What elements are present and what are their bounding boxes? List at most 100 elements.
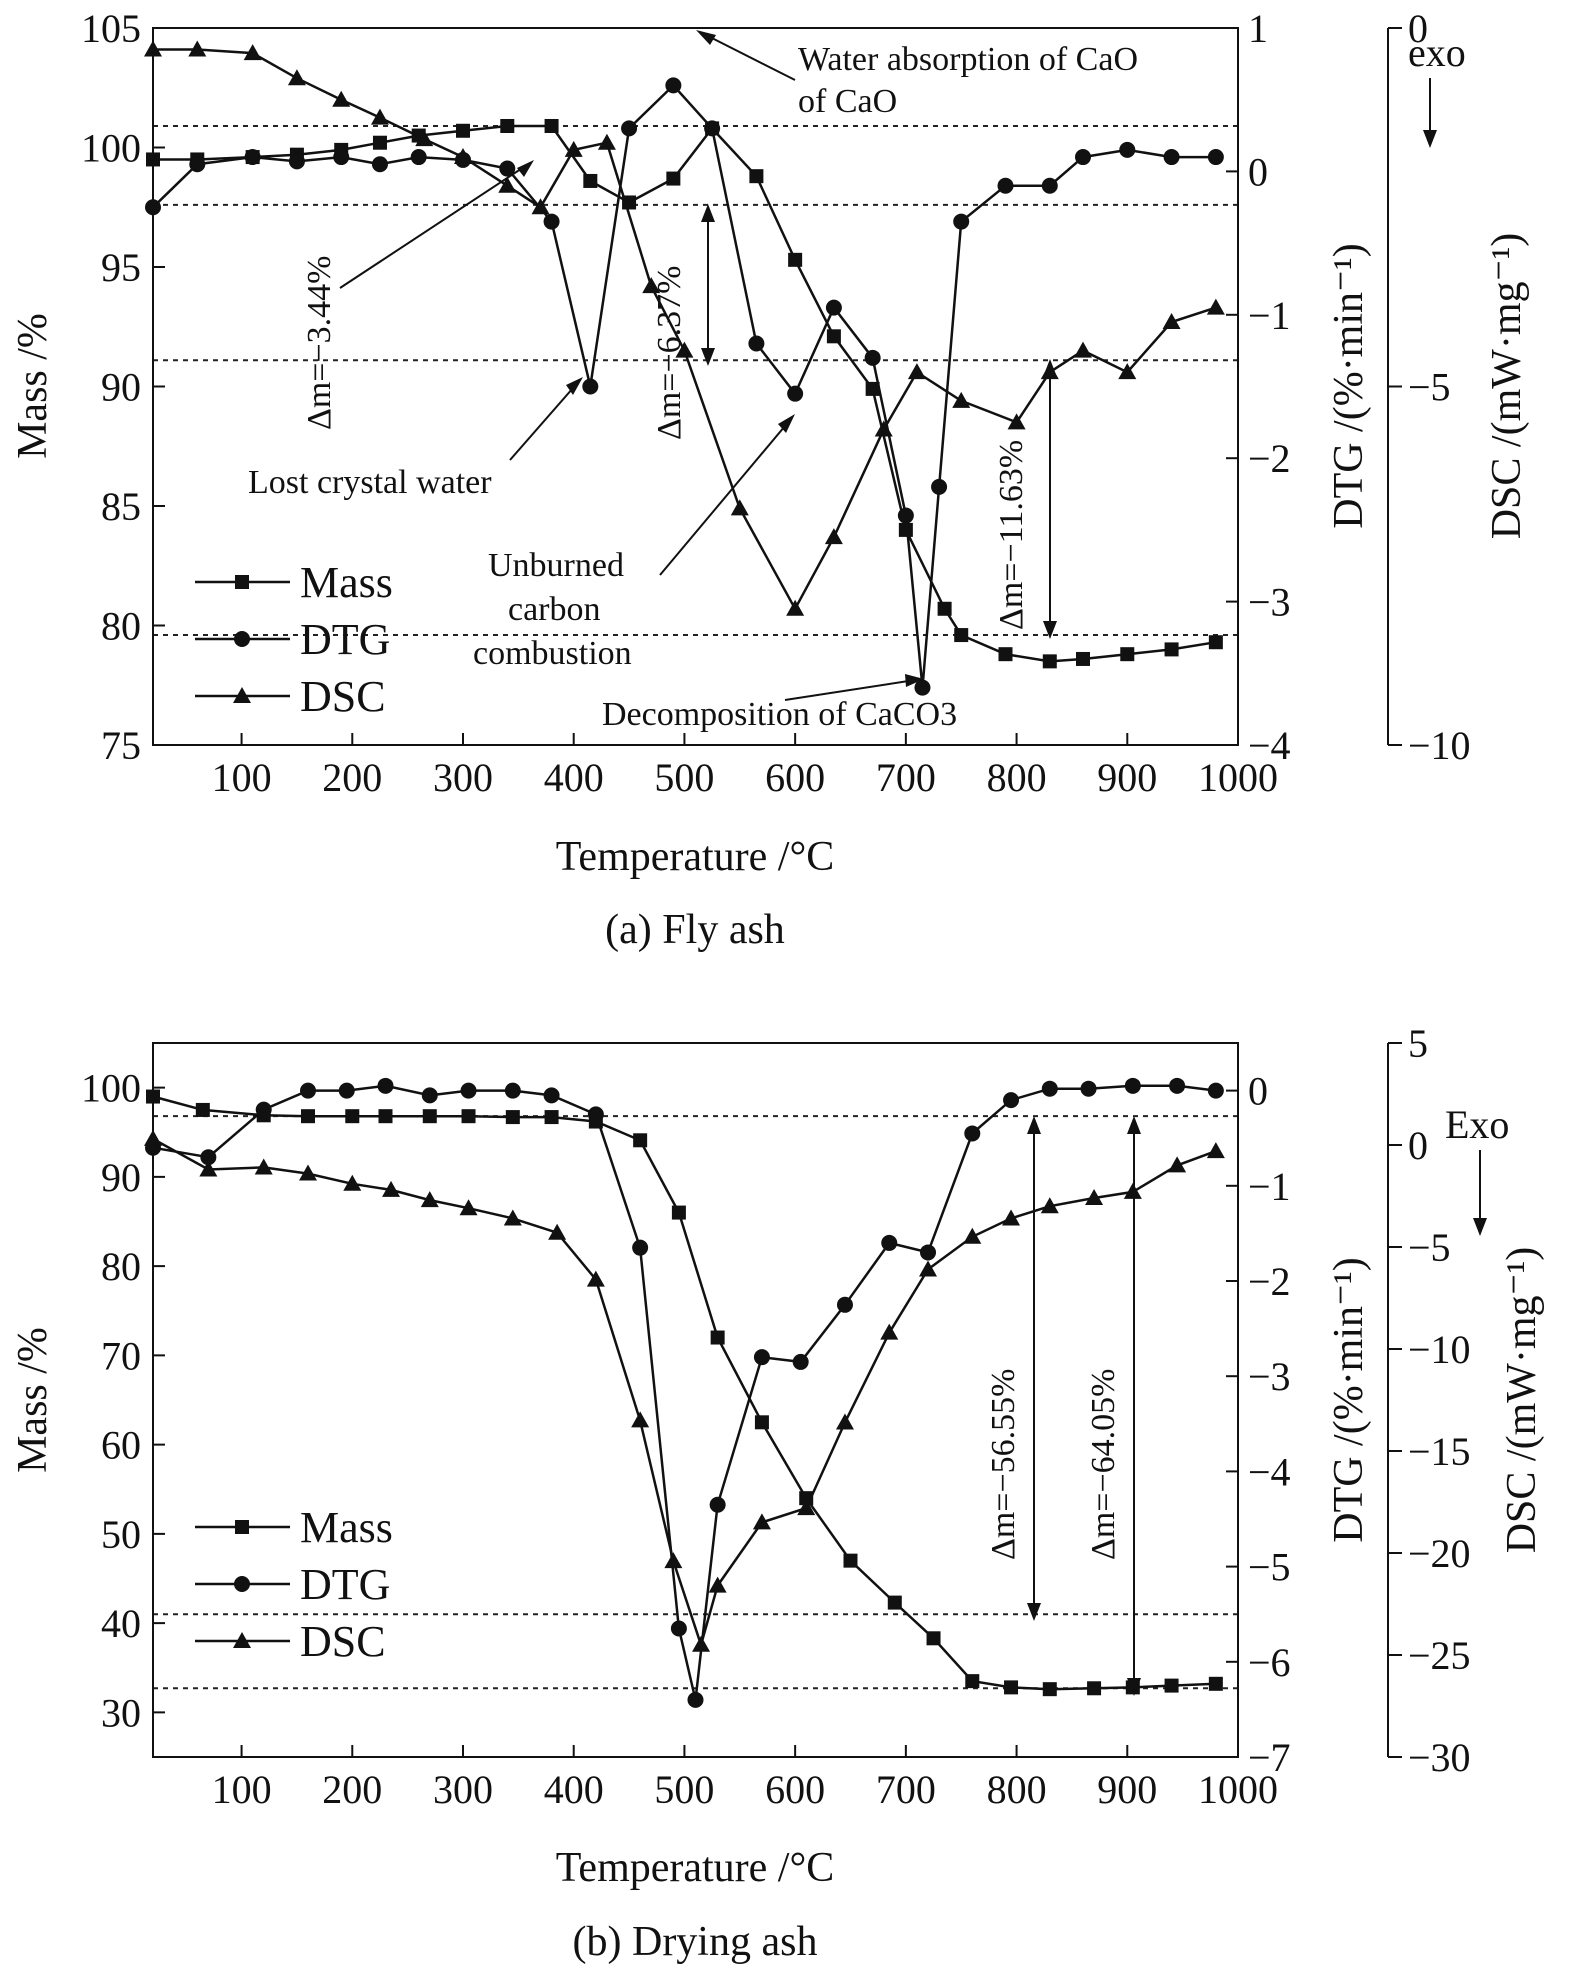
x-tick-label: 300	[433, 1767, 493, 1812]
x-tick-label: 600	[765, 1767, 825, 1812]
marker-dtg	[1041, 177, 1058, 194]
marker-dtg	[1080, 1080, 1097, 1097]
mass-tick-label: 70	[101, 1333, 141, 1378]
marker-dtg	[543, 213, 560, 230]
marker-mass	[1164, 642, 1179, 657]
marker-dtg	[244, 149, 261, 166]
marker-dsc	[564, 140, 583, 157]
x-tick-label: 800	[987, 755, 1047, 800]
marker-dtg	[1207, 1082, 1224, 1099]
marker-dsc	[835, 1413, 854, 1430]
marker-dsc	[1162, 312, 1181, 329]
marker-dsc	[415, 130, 434, 147]
marker-mass	[146, 152, 160, 167]
marker-mass	[1208, 1676, 1223, 1691]
x-tick-label: 500	[654, 755, 714, 800]
marker-mass	[1004, 1680, 1019, 1695]
marker-mass	[1087, 1681, 1102, 1696]
dsc-tick-label: 5	[1408, 1021, 1428, 1066]
dsc-tick-label: −5	[1408, 365, 1451, 410]
x-tick-label: 700	[876, 755, 936, 800]
marker-dtg	[255, 1101, 272, 1118]
marker-dsc	[752, 1513, 771, 1530]
marker-mass	[422, 1109, 437, 1124]
dtg-tick-label: −1	[1248, 1164, 1291, 1209]
marker-mass	[887, 1595, 902, 1610]
marker-mass	[1164, 1678, 1179, 1693]
marker-dsc	[382, 1180, 401, 1197]
marker-dtg	[670, 1620, 687, 1637]
marker-dtg	[931, 478, 948, 495]
mass-tick-label: 95	[101, 245, 141, 290]
marker-dsc	[1118, 363, 1137, 380]
marker-dtg	[897, 507, 914, 524]
legend-marker	[233, 1632, 251, 1648]
dsc-tick-label: −15	[1408, 1429, 1471, 1474]
marker-dtg	[1124, 1077, 1141, 1094]
x-tick-label: 1000	[1198, 1767, 1278, 1812]
marker-dtg	[371, 156, 388, 173]
marker-dtg	[836, 1296, 853, 1313]
marker-dsc	[1123, 1182, 1142, 1199]
marker-dsc	[797, 1499, 816, 1516]
marker-dtg	[200, 1149, 217, 1166]
marker-dtg	[587, 1106, 604, 1123]
marker-dsc	[824, 528, 843, 545]
mass-axis-label: Mass /%	[10, 313, 56, 459]
mass-tick-label: 105	[81, 6, 141, 51]
series-line-dtg	[152, 83, 1216, 688]
annotation-carbon: carbon	[508, 591, 601, 628]
legend-label-dsc: DSC	[300, 672, 386, 721]
mass-axis-label: Mass /%	[10, 1327, 56, 1473]
marker-dtg	[1163, 149, 1180, 166]
marker-mass	[583, 173, 598, 188]
marker-dtg	[665, 77, 682, 94]
plot-frame	[152, 1042, 1239, 1758]
marker-dsc	[907, 363, 926, 380]
marker-dsc	[332, 90, 351, 107]
marker-mass	[843, 1553, 858, 1568]
marker-dtg	[864, 349, 881, 366]
marker-dsc	[254, 1158, 273, 1175]
marker-dsc	[144, 40, 162, 57]
marker-dtg	[421, 1087, 438, 1104]
mass-tick-label: 100	[81, 1066, 141, 1111]
marker-dsc	[692, 1635, 711, 1652]
annotation-of-cao: of CaO	[798, 83, 897, 120]
marker-mass	[954, 628, 969, 643]
marker-dsc	[664, 1552, 683, 1569]
dsc-tick-label: −30	[1408, 1735, 1471, 1780]
marker-dsc	[287, 69, 306, 86]
x-tick-label: 900	[1097, 1767, 1157, 1812]
marker-dtg	[582, 378, 599, 395]
marker-dsc	[952, 391, 971, 408]
marker-dsc	[144, 1129, 162, 1146]
marker-dtg	[748, 335, 765, 352]
dsc-tick-label: 0	[1408, 1123, 1428, 1168]
marker-dsc	[880, 1323, 899, 1340]
exo-arrow	[1473, 1150, 1487, 1236]
mass-tick-label: 80	[101, 604, 141, 649]
marker-dsc	[188, 40, 207, 57]
marker-dtg	[792, 1353, 809, 1370]
marker-dtg	[288, 153, 305, 170]
marker-mass	[826, 329, 841, 344]
marker-mass	[926, 1631, 941, 1646]
marker-dsc	[1007, 413, 1026, 430]
x-tick-label: 700	[876, 1767, 936, 1812]
marker-mass	[544, 118, 559, 133]
marker-dtg	[1119, 141, 1136, 158]
dtg-tick-label: 1	[1248, 6, 1268, 51]
marker-mass	[1042, 654, 1057, 669]
marker-dtg	[1169, 1077, 1186, 1094]
mass-tick-label: 100	[81, 126, 141, 171]
marker-mass	[1042, 1682, 1057, 1697]
marker-dtg	[410, 149, 427, 166]
delta-mass-2: Δm=−6.37%	[651, 266, 688, 440]
marker-mass	[965, 1674, 980, 1689]
marker-dsc	[597, 133, 616, 150]
legend-label-mass: Mass	[300, 558, 393, 607]
dtg-axis-label: DTG /(%·min⁻¹)	[1326, 1257, 1372, 1543]
marker-dsc	[199, 1160, 218, 1177]
x-tick-label: 400	[544, 1767, 604, 1812]
